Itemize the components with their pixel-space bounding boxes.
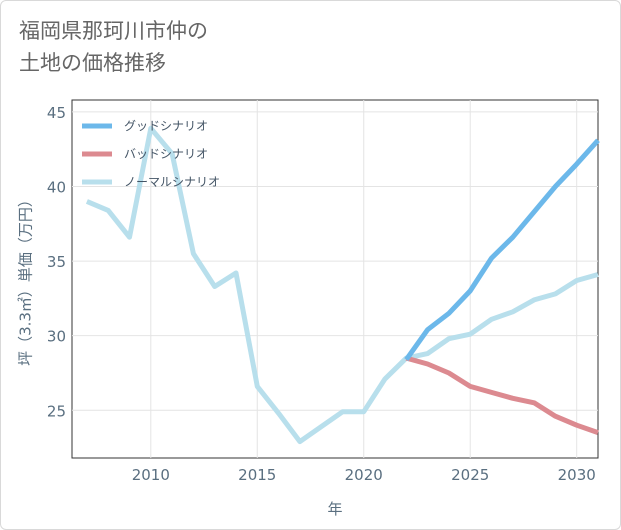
y-tick-label: 40 [47, 179, 66, 197]
y-tick-label: 45 [47, 104, 66, 122]
y-tick-label: 35 [47, 253, 66, 271]
legend-item-good[interactable]: グッドシナリオ [82, 119, 208, 133]
x-tick-label: 2010 [132, 466, 170, 484]
legend-label: グッドシナリオ [124, 119, 208, 133]
x-tick-label: 2025 [451, 466, 489, 484]
grid [72, 100, 598, 458]
x-tick-label: 2030 [558, 466, 596, 484]
x-tick-label: 2020 [345, 466, 383, 484]
y-tick-label: 30 [47, 328, 66, 346]
legend-label: ノーマルシナリオ [124, 175, 220, 189]
chart-title-line2: 土地の価格推移 [19, 51, 166, 75]
legend-label: バッドシナリオ [124, 147, 208, 161]
y-axis-title: 坪（3.3㎡）単価（万円） [17, 192, 35, 366]
legend-item-normal[interactable]: ノーマルシナリオ [82, 175, 220, 189]
legend-item-bad[interactable]: バッドシナリオ [82, 147, 208, 161]
series-line-good [404, 138, 600, 362]
y-tick-label: 25 [47, 402, 66, 420]
chart-title: 福岡県那珂川市仲の 土地の価格推移 [19, 15, 208, 79]
x-axis-title: 年 [327, 500, 342, 518]
series-line-normal [85, 125, 599, 445]
chart-title-line1: 福岡県那珂川市仲の [19, 19, 208, 43]
x-axis-ticks: 2010 2015 2020 2025 2030 [132, 466, 596, 484]
series-lines [85, 125, 600, 445]
series-line-bad [405, 355, 599, 435]
x-tick-label: 2015 [238, 466, 276, 484]
y-axis-ticks: 25 30 35 40 45 [47, 104, 66, 420]
